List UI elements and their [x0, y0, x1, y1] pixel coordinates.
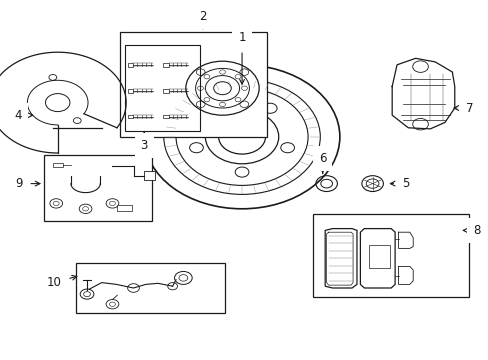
Text: 8: 8: [463, 224, 480, 237]
Text: 4: 4: [15, 109, 33, 122]
FancyBboxPatch shape: [163, 63, 168, 67]
FancyBboxPatch shape: [53, 163, 62, 167]
Polygon shape: [360, 229, 394, 288]
Text: 3: 3: [140, 132, 148, 152]
FancyBboxPatch shape: [117, 205, 132, 211]
FancyBboxPatch shape: [76, 263, 224, 313]
FancyBboxPatch shape: [368, 245, 389, 268]
Text: 10: 10: [46, 275, 77, 289]
FancyBboxPatch shape: [127, 63, 133, 67]
Text: 6: 6: [318, 152, 326, 174]
FancyBboxPatch shape: [44, 155, 151, 221]
FancyBboxPatch shape: [144, 171, 155, 180]
FancyBboxPatch shape: [127, 115, 133, 118]
FancyBboxPatch shape: [127, 89, 133, 93]
Text: 9: 9: [15, 177, 40, 190]
FancyBboxPatch shape: [124, 45, 200, 131]
FancyBboxPatch shape: [312, 214, 468, 297]
Text: 7: 7: [453, 102, 472, 114]
Text: 5: 5: [389, 177, 409, 190]
Polygon shape: [325, 229, 356, 288]
Text: 2: 2: [199, 10, 206, 28]
FancyBboxPatch shape: [163, 115, 168, 118]
Text: 1: 1: [238, 31, 245, 84]
FancyBboxPatch shape: [120, 32, 266, 137]
FancyBboxPatch shape: [163, 89, 168, 93]
